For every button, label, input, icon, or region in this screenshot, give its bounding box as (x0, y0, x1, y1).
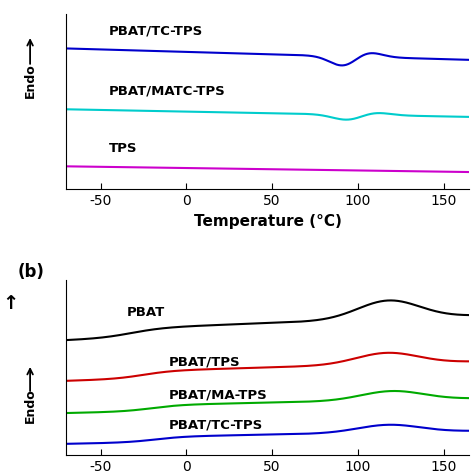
Text: PBAT/TC-TPS: PBAT/TC-TPS (169, 418, 264, 431)
Text: (b): (b) (18, 263, 45, 281)
X-axis label: Temperature (°C): Temperature (°C) (194, 214, 342, 228)
Text: TPS: TPS (109, 142, 138, 155)
Text: PBAT/TPS: PBAT/TPS (169, 356, 241, 368)
Text: PBAT/TC-TPS: PBAT/TC-TPS (109, 24, 203, 37)
Text: PBAT/MA-TPS: PBAT/MA-TPS (169, 389, 268, 402)
Text: PBAT: PBAT (127, 306, 164, 319)
Text: Endo: Endo (24, 389, 36, 423)
Text: PBAT/MATC-TPS: PBAT/MATC-TPS (109, 85, 226, 98)
Text: ↑: ↑ (2, 294, 19, 313)
Text: Endo: Endo (24, 64, 36, 98)
